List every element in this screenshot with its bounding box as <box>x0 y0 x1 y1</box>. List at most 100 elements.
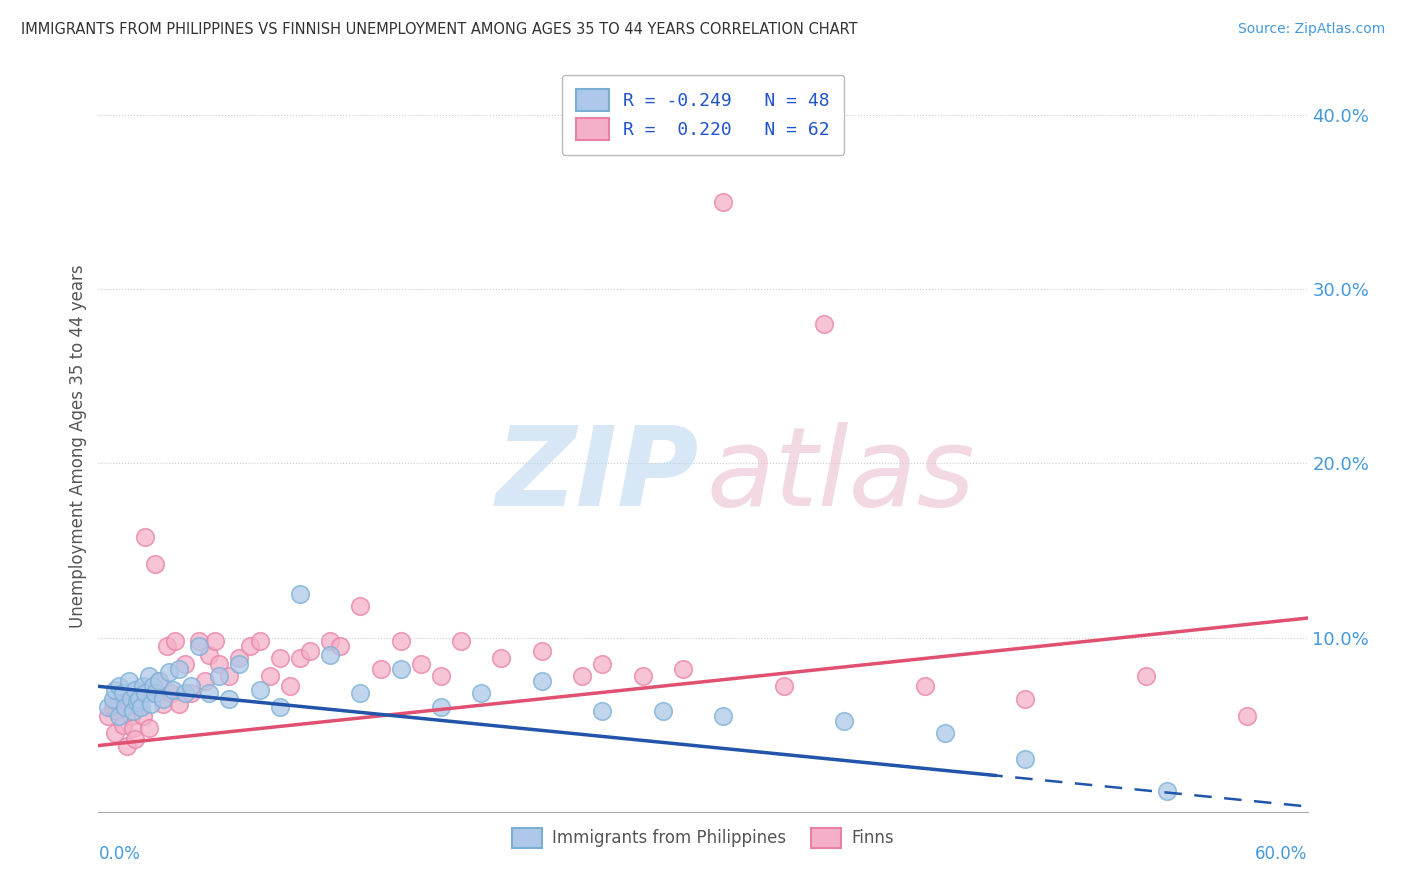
Text: IMMIGRANTS FROM PHILIPPINES VS FINNISH UNEMPLOYMENT AMONG AGES 35 TO 44 YEARS CO: IMMIGRANTS FROM PHILIPPINES VS FINNISH U… <box>21 22 858 37</box>
Point <box>278 679 301 693</box>
Point <box>299 644 322 658</box>
Point <box>389 634 412 648</box>
Point <box>198 686 221 700</box>
Point <box>530 644 553 658</box>
Point <box>631 669 654 683</box>
Point <box>180 686 202 700</box>
Point <box>813 317 835 331</box>
Point <box>148 674 170 689</box>
Point <box>115 739 138 753</box>
Point <box>218 669 240 683</box>
Point <box>269 651 291 665</box>
Point <box>132 709 155 723</box>
Point <box>111 717 134 731</box>
Point <box>194 674 217 689</box>
Point <box>139 697 162 711</box>
Point <box>148 674 170 689</box>
Point <box>138 721 160 735</box>
Text: Source: ZipAtlas.com: Source: ZipAtlas.com <box>1237 22 1385 37</box>
Point <box>125 695 148 709</box>
Point <box>142 679 165 693</box>
Point <box>152 691 174 706</box>
Point <box>591 657 613 671</box>
Point <box>228 651 250 665</box>
Point <box>97 709 120 723</box>
Point <box>288 587 311 601</box>
Point <box>107 709 129 723</box>
Point <box>174 657 197 671</box>
Point <box>105 704 128 718</box>
Point <box>832 714 855 728</box>
Point <box>124 731 146 746</box>
Point <box>129 686 152 700</box>
Point <box>180 679 202 693</box>
Point <box>101 700 124 714</box>
Point <box>208 669 231 683</box>
Point <box>128 691 150 706</box>
Point <box>118 697 141 711</box>
Point <box>208 657 231 671</box>
Point <box>228 657 250 671</box>
Point <box>124 682 146 697</box>
Point <box>188 640 211 654</box>
Point <box>111 686 134 700</box>
Point <box>107 697 129 711</box>
Point <box>711 195 734 210</box>
Point <box>128 700 150 714</box>
Point <box>269 700 291 714</box>
Point <box>143 686 166 700</box>
Point <box>103 682 125 697</box>
Point <box>772 679 794 693</box>
Point <box>143 558 166 572</box>
Point <box>118 674 141 689</box>
Point <box>132 679 155 693</box>
Point <box>409 657 432 671</box>
Point <box>651 704 673 718</box>
Point <box>107 679 129 693</box>
Point <box>204 634 226 648</box>
Point <box>163 634 186 648</box>
Point <box>389 662 412 676</box>
Point <box>329 640 352 654</box>
Point <box>101 691 124 706</box>
Point <box>1014 752 1036 766</box>
Point <box>249 682 271 697</box>
Point <box>114 691 136 706</box>
Point <box>249 634 271 648</box>
Point <box>239 640 262 654</box>
Point <box>162 682 184 697</box>
Point <box>160 686 183 700</box>
Point <box>97 700 120 714</box>
Point <box>914 679 936 693</box>
Text: ZIP: ZIP <box>496 422 699 529</box>
Point <box>156 640 179 654</box>
Point <box>349 599 371 614</box>
Point <box>114 700 136 714</box>
Point <box>934 726 956 740</box>
Point <box>370 662 392 676</box>
Point <box>319 634 342 648</box>
Point <box>349 686 371 700</box>
Point <box>530 674 553 689</box>
Point <box>121 721 143 735</box>
Point <box>120 709 142 723</box>
Text: 60.0%: 60.0% <box>1256 845 1308 863</box>
Point <box>288 651 311 665</box>
Point <box>491 651 513 665</box>
Point <box>142 686 165 700</box>
Point <box>450 634 472 648</box>
Point <box>259 669 281 683</box>
Point <box>430 669 453 683</box>
Point <box>711 709 734 723</box>
Point <box>138 669 160 683</box>
Point <box>134 530 156 544</box>
Text: 0.0%: 0.0% <box>98 845 141 863</box>
Legend: Immigrants from Philippines, Finns: Immigrants from Philippines, Finns <box>506 821 900 855</box>
Point <box>174 686 197 700</box>
Y-axis label: Unemployment Among Ages 35 to 44 years: Unemployment Among Ages 35 to 44 years <box>69 264 87 628</box>
Point <box>470 686 492 700</box>
Point <box>121 704 143 718</box>
Point <box>134 686 156 700</box>
Text: atlas: atlas <box>707 422 976 529</box>
Point <box>1236 709 1258 723</box>
